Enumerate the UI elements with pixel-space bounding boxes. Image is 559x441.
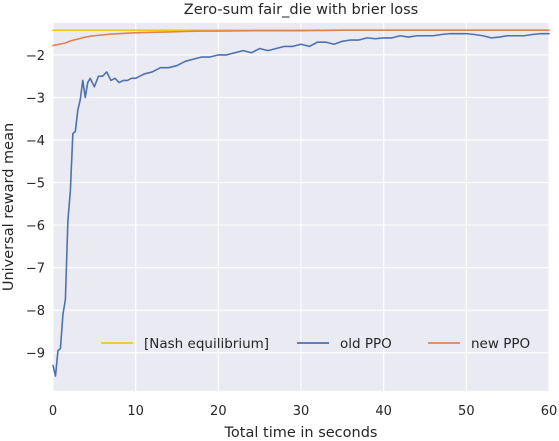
x-tick-label: 50 [458, 404, 475, 419]
x-ticks: 0 10 20 30 40 50 60 [49, 404, 557, 419]
y-ticks: −2 −3 −4 −5 −6 −7 −8 −9 [26, 49, 45, 362]
y-tick-label: −5 [26, 177, 45, 192]
legend-label-0: [Nash equilibrium] [144, 336, 269, 352]
series-layer [52, 29, 550, 377]
x-tick-label: 30 [293, 404, 310, 419]
y-tick-label: −6 [26, 219, 45, 234]
y-axis-label: Universal reward mean [1, 123, 17, 291]
x-tick-label: 60 [541, 404, 558, 419]
legend-label-2: new PPO [471, 336, 530, 352]
y-tick-label: −4 [26, 134, 45, 149]
series-line-1 [52, 32, 550, 377]
chart-title: Zero-sum fair_die with brier loss [184, 2, 418, 18]
x-tick-label: 40 [375, 404, 392, 419]
series-line-2 [52, 29, 550, 47]
grid [52, 23, 550, 391]
x-tick-label: 0 [49, 404, 57, 419]
y-tick-label: −7 [26, 262, 45, 277]
legend: [Nash equilibrium] old PPO new PPO [101, 336, 530, 352]
x-axis-label: Total time in seconds [224, 425, 378, 441]
y-tick-label: −3 [26, 91, 45, 106]
legend-label-1: old PPO [340, 336, 392, 352]
y-tick-label: −9 [26, 347, 45, 362]
x-tick-label: 10 [127, 404, 144, 419]
y-tick-label: −2 [26, 49, 45, 64]
y-tick-label: −8 [26, 304, 45, 319]
x-tick-label: 20 [210, 404, 227, 419]
